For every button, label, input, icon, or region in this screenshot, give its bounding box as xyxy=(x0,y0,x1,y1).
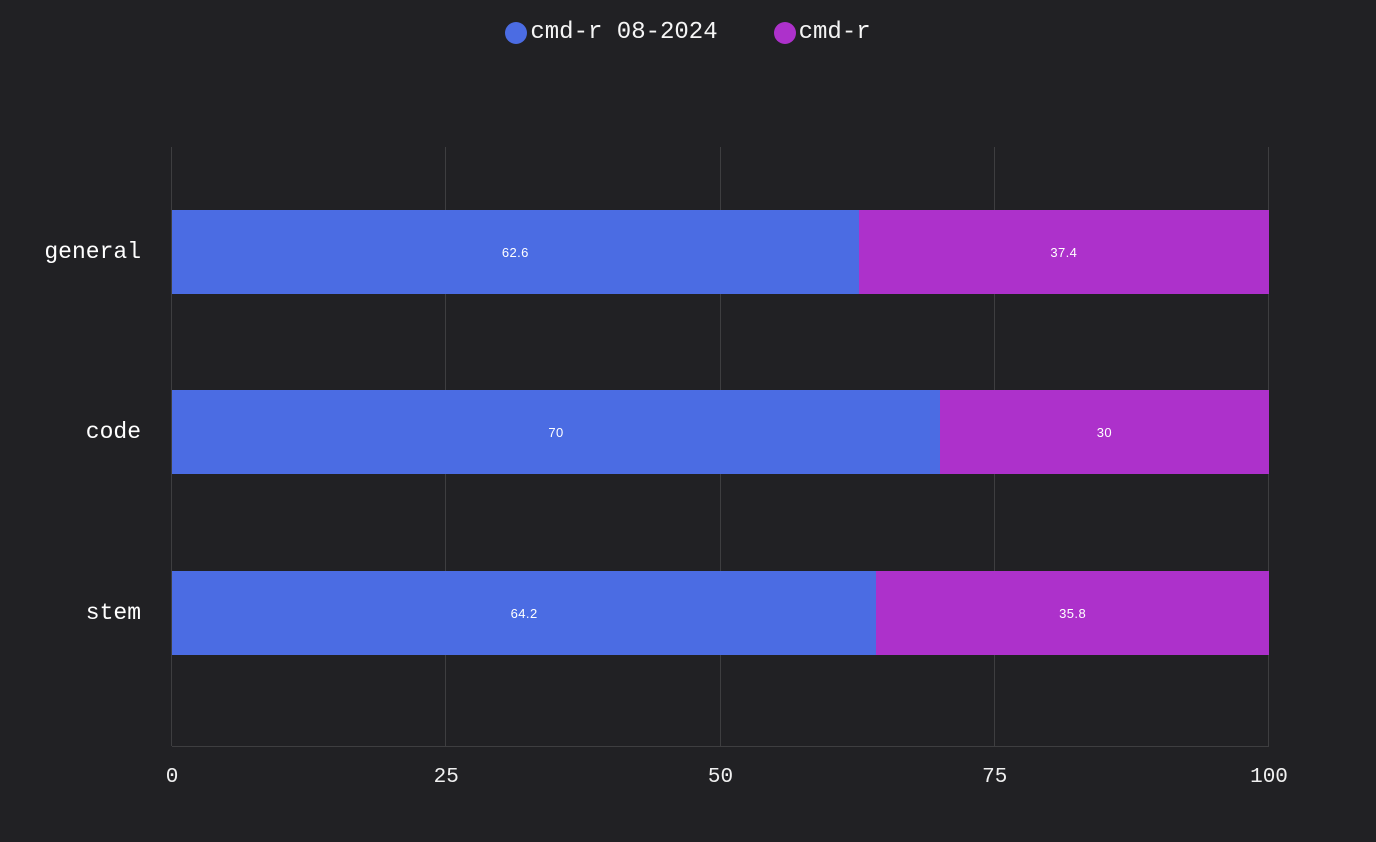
bar-segment[interactable]: 35.8 xyxy=(876,571,1269,655)
bar-value-label: 30 xyxy=(1096,424,1113,440)
bar-row: 70 30 xyxy=(172,390,1269,474)
y-axis-category-labels: general code stem xyxy=(0,147,150,746)
gridline xyxy=(171,147,172,746)
bar-value-label: 62.6 xyxy=(501,244,529,260)
chart-legend: cmd-r 08-2024 cmd-r xyxy=(0,19,1376,46)
x-tick-label: 25 xyxy=(433,766,459,789)
x-tick-label: 75 xyxy=(982,766,1008,789)
legend-item[interactable]: cmd-r 08-2024 xyxy=(505,19,718,46)
category-label: stem xyxy=(85,600,141,626)
bar-row: 64.2 35.8 xyxy=(172,571,1269,655)
x-tick-label: 50 xyxy=(707,766,734,789)
bar-row: 62.6 37.4 xyxy=(172,210,1269,294)
legend-item-label: cmd-r xyxy=(798,19,871,46)
bar-segment[interactable]: 64.2 xyxy=(172,571,877,655)
bar-value-label: 70 xyxy=(548,424,564,440)
bar-value-label: 37.4 xyxy=(1050,244,1078,260)
x-tick-label: 100 xyxy=(1250,766,1288,789)
x-axis-tick-labels: 0 25 50 75 100 xyxy=(166,766,1288,798)
bar-segment[interactable]: 70 xyxy=(172,390,940,474)
category-label: code xyxy=(85,419,141,445)
bar-segment[interactable]: 37.4 xyxy=(858,210,1269,294)
legend-item-label: cmd-r 08-2024 xyxy=(530,19,718,46)
legend-swatch-icon xyxy=(505,21,528,44)
plot-area: 62.6 37.4 70 30 64.2 35.8 xyxy=(171,147,1269,747)
bar-segment[interactable]: 62.6 xyxy=(172,210,859,294)
bar-value-label: 35.8 xyxy=(1059,605,1087,621)
legend-swatch-icon xyxy=(773,21,796,44)
x-tick-label: 0 xyxy=(165,766,179,789)
legend-item[interactable]: cmd-r xyxy=(773,19,871,46)
bar-value-label: 64.2 xyxy=(510,605,538,621)
category-label: general xyxy=(44,239,141,265)
bar-segment[interactable]: 30 xyxy=(939,390,1269,474)
